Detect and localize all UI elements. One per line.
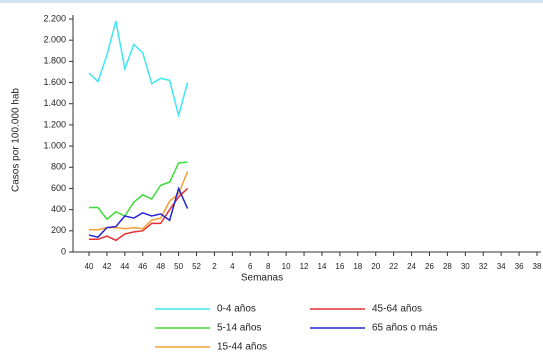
x-tick-label: 22 <box>389 262 398 271</box>
x-tick-label: 8 <box>266 262 271 271</box>
x-tick-label: 44 <box>120 262 129 271</box>
y-tick-label: 1.800 <box>43 56 66 66</box>
x-axis-title: Semanas <box>241 273 283 284</box>
x-tick-label: 26 <box>425 262 434 271</box>
y-tick-label: 1.000 <box>43 140 66 150</box>
x-tick-label: 38 <box>533 262 542 271</box>
x-tick-label: 2 <box>212 262 217 271</box>
y-tick-label: 2.200 <box>43 13 66 23</box>
y-tick-label: 2.000 <box>43 35 66 45</box>
legend-label: 15-44 años <box>217 342 267 353</box>
y-tick-label: 200 <box>51 225 66 235</box>
y-tick-label: 1.600 <box>43 77 66 87</box>
x-tick-label: 32 <box>479 262 488 271</box>
x-tick-label: 50 <box>174 262 183 271</box>
legend-label: 45-64 años <box>372 304 422 315</box>
y-tick-label: 800 <box>51 162 66 172</box>
y-tick-label: 0 <box>61 246 66 256</box>
x-tick-label: 18 <box>353 262 362 271</box>
x-tick-label: 12 <box>300 262 309 271</box>
x-tick-label: 4 <box>230 262 235 271</box>
legend-label: 65 años o más <box>372 323 438 334</box>
x-tick-label: 34 <box>497 262 506 271</box>
x-tick-label: 46 <box>138 262 147 271</box>
y-tick-label: 400 <box>51 204 66 214</box>
series-line <box>89 161 188 221</box>
top-border <box>0 0 543 3</box>
x-tick-label: 14 <box>318 262 327 271</box>
x-tick-label: 24 <box>407 262 416 271</box>
series-line <box>88 186 189 239</box>
y-tick-label: 1.200 <box>43 119 66 129</box>
x-tick-label: 36 <box>515 262 524 271</box>
legend-label: 0-4 años <box>217 304 256 315</box>
x-tick-label: 52 <box>192 262 201 271</box>
x-tick-label: 40 <box>85 262 94 271</box>
x-tick-label: 48 <box>156 262 165 271</box>
y-tick-label: 1.400 <box>43 98 66 108</box>
legend-label: 5-14 años <box>217 323 261 334</box>
x-tick-label: 28 <box>443 262 452 271</box>
x-tick-label: 6 <box>248 262 253 271</box>
y-axis-title: Casos por 100.000 hab <box>11 88 22 192</box>
x-tick-label: 16 <box>335 262 344 271</box>
x-tick-label: 30 <box>461 262 470 271</box>
x-tick-label: 20 <box>371 262 380 271</box>
x-tick-label: 42 <box>102 262 111 271</box>
series-line <box>88 20 189 119</box>
series-line <box>89 171 189 231</box>
x-tick-label: 10 <box>282 262 291 271</box>
series-line <box>89 187 189 242</box>
y-tick-label: 600 <box>51 183 66 193</box>
